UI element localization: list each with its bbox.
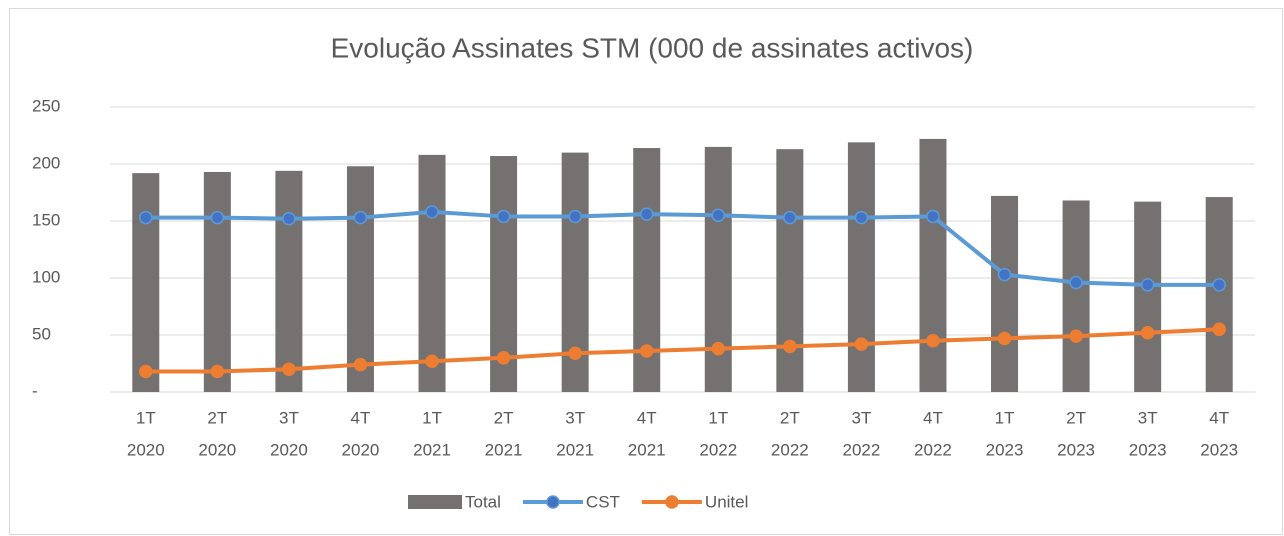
marker xyxy=(854,210,869,225)
marker xyxy=(1069,329,1083,343)
marker xyxy=(783,339,797,354)
bar xyxy=(991,195,1019,392)
x-tick-label: 1T xyxy=(995,408,1015,427)
marker xyxy=(711,341,726,356)
x-tick-label: 2021 xyxy=(485,440,523,459)
x-tick-label: 2T xyxy=(494,408,514,427)
y-tick-label: - xyxy=(32,381,38,400)
y-tick-label: 150 xyxy=(32,210,60,229)
x-tick-label: 4T xyxy=(1209,408,1229,427)
x-tick-label: 2T xyxy=(780,408,800,427)
x-tick-label: 2022 xyxy=(771,440,809,459)
x-tick-label: 3T xyxy=(1138,408,1158,427)
marker xyxy=(282,211,296,226)
x-tick-label: 2020 xyxy=(127,440,165,459)
marker xyxy=(353,210,368,225)
x-tick-label: 4T xyxy=(637,408,657,427)
x-tick-label: 1T xyxy=(422,408,442,427)
marker xyxy=(139,210,153,225)
chart-title: Evolução Assinates STM (000 de assinates… xyxy=(331,32,974,63)
y-tick-label: 50 xyxy=(32,324,51,343)
bar xyxy=(1205,197,1233,392)
bar xyxy=(776,149,804,392)
bar xyxy=(1134,201,1162,392)
marker xyxy=(711,208,726,223)
marker xyxy=(210,210,225,225)
marker xyxy=(568,209,582,224)
bar xyxy=(275,170,303,392)
x-tick-label: 2020 xyxy=(270,440,308,459)
marker xyxy=(496,351,511,365)
marker xyxy=(783,210,797,225)
x-tick-label: 4T xyxy=(923,408,943,427)
x-tick-label: 2021 xyxy=(556,440,594,459)
x-tick-label: 3T xyxy=(851,408,871,427)
x-tick-label: 2021 xyxy=(628,440,666,459)
marker xyxy=(639,344,654,358)
marker xyxy=(353,357,368,372)
x-tick-label: 2023 xyxy=(1200,440,1238,459)
marker xyxy=(282,362,296,376)
line xyxy=(145,209,1220,287)
marker xyxy=(926,333,940,348)
x-tick-label: 3T xyxy=(565,408,585,427)
x-tick-label: 2022 xyxy=(914,440,952,459)
marker xyxy=(997,331,1012,346)
bar xyxy=(919,138,947,392)
marker xyxy=(1212,278,1226,292)
x-tick-label: 2020 xyxy=(198,440,236,459)
x-tick-label: 1T xyxy=(708,408,728,427)
legend-swatch xyxy=(408,495,462,509)
x-tick-label: 2020 xyxy=(342,440,380,459)
x-tick-label: 2023 xyxy=(1057,440,1095,459)
marker xyxy=(425,354,439,368)
legend-label: Total xyxy=(465,492,501,511)
legend-marker xyxy=(665,495,679,509)
marker xyxy=(1140,325,1155,340)
legend-marker xyxy=(546,495,560,509)
x-tick-label: 2022 xyxy=(842,440,880,459)
y-tick-label: 100 xyxy=(32,267,60,286)
marker xyxy=(854,337,869,351)
x-tick-label: 2023 xyxy=(986,440,1024,459)
marker xyxy=(1140,278,1155,292)
marker xyxy=(639,207,654,221)
marker xyxy=(997,267,1012,282)
x-tick-label: 2T xyxy=(1066,408,1086,427)
legend-label: CST xyxy=(586,492,620,511)
bar xyxy=(847,142,875,392)
bar xyxy=(132,173,160,392)
x-tick-label: 4T xyxy=(351,408,371,427)
marker xyxy=(496,209,511,224)
bar xyxy=(418,154,446,392)
x-tick-label: 2023 xyxy=(1129,440,1167,459)
y-tick-label: 250 xyxy=(32,96,60,115)
bar xyxy=(1062,200,1090,392)
x-tick-label: 2021 xyxy=(413,440,451,459)
x-tick-label: 3T xyxy=(279,408,299,427)
marker xyxy=(210,364,225,379)
bar xyxy=(203,171,231,392)
marker xyxy=(568,346,582,360)
legend-label: Unitel xyxy=(705,492,748,511)
y-tick-label: 200 xyxy=(32,153,60,172)
marker xyxy=(139,364,153,379)
line xyxy=(145,327,1220,374)
bar xyxy=(346,166,374,392)
x-tick-label: 2022 xyxy=(699,440,737,459)
x-tick-label: 2T xyxy=(207,408,227,427)
x-tick-label: 1T xyxy=(136,408,156,427)
marker xyxy=(425,205,439,219)
marker xyxy=(1069,275,1083,290)
marker xyxy=(926,209,940,224)
marker xyxy=(1212,322,1226,337)
